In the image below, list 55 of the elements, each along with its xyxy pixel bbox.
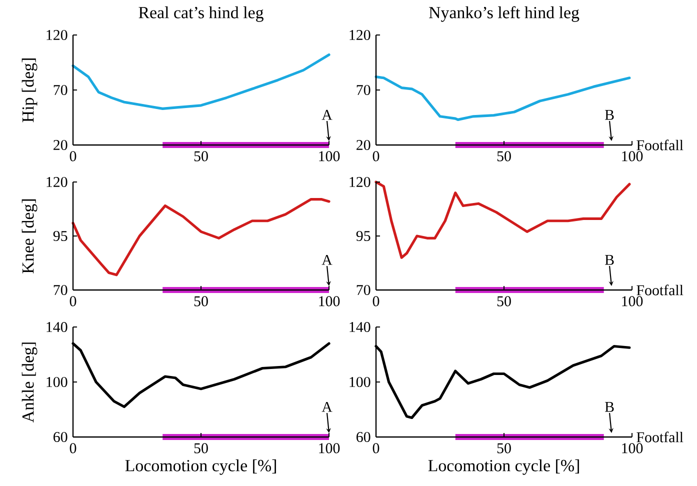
chart-title: Real cat’s hind leg xyxy=(138,6,264,22)
y-tick-label: 120 xyxy=(46,176,68,188)
y-tick-label: 60 xyxy=(54,432,68,442)
annotation: B xyxy=(604,110,614,120)
x-axis-title: Locomotion cycle [%] xyxy=(125,459,276,475)
y-tick-label: 100 xyxy=(350,376,370,388)
x-tick-label: 0 xyxy=(372,443,380,454)
x-tick-label: 50 xyxy=(497,443,511,454)
text: Footfall xyxy=(636,284,684,296)
x-tick-label: 100 xyxy=(622,296,643,306)
x-tick-label: 100 xyxy=(319,296,340,306)
y-tick-label: 70 xyxy=(54,84,68,96)
y-axis-title: Hip [deg] xyxy=(22,58,38,122)
annotation: B xyxy=(604,402,614,412)
y-tick-label: 20 xyxy=(54,140,68,150)
x-tick-label: 100 xyxy=(622,443,643,454)
annotation: A xyxy=(322,110,332,120)
x-tick-label: 0 xyxy=(70,443,76,454)
x-tick-label: 100 xyxy=(319,443,340,454)
annotation: A xyxy=(322,254,332,265)
x-tick-label: 0 xyxy=(70,151,76,162)
x-tick-label: 50 xyxy=(194,296,208,306)
annotation: B xyxy=(604,254,614,265)
y-axis-title: Ankle [deg] xyxy=(22,342,38,423)
x-tick-label: 50 xyxy=(497,296,511,306)
chart-title: Nyanko’s left hind leg xyxy=(429,6,580,22)
x-tick-label: 0 xyxy=(372,296,380,306)
x-tick-label: 0 xyxy=(372,151,380,162)
x-tick-label: 100 xyxy=(622,151,643,162)
y-tick-label: 20 xyxy=(356,140,370,150)
x-tick-label: 50 xyxy=(497,151,511,162)
text: Footfall xyxy=(636,140,684,150)
x-axis-title: Locomotion cycle [%] xyxy=(428,459,579,475)
annotation: A xyxy=(322,402,332,412)
line-series xyxy=(374,75,631,121)
y-tick-label: 95 xyxy=(53,230,68,242)
y-tick-label: 70 xyxy=(356,284,370,296)
y-tick-label: 120 xyxy=(350,30,370,40)
y-tick-label: 70 xyxy=(54,284,68,296)
line-series xyxy=(72,53,330,110)
x-tick-label: 50 xyxy=(194,151,208,162)
text: Footfall xyxy=(636,432,684,442)
x-tick-label: 100 xyxy=(319,151,340,162)
y-tick-label: 120 xyxy=(350,176,370,188)
y-tick-label: 60 xyxy=(356,432,370,442)
x-tick-label: 0 xyxy=(70,296,76,306)
y-tick-label: 140 xyxy=(46,322,68,332)
y-tick-label: 140 xyxy=(350,322,370,332)
x-tick-label: 50 xyxy=(194,443,208,454)
y-tick-label: 95 xyxy=(356,230,370,242)
line-series xyxy=(72,198,330,276)
y-axis-title: Knee [deg] xyxy=(22,199,38,274)
y-tick-label: 70 xyxy=(356,84,370,96)
y-tick-label: 100 xyxy=(46,376,68,388)
y-tick-label: 120 xyxy=(46,30,68,40)
